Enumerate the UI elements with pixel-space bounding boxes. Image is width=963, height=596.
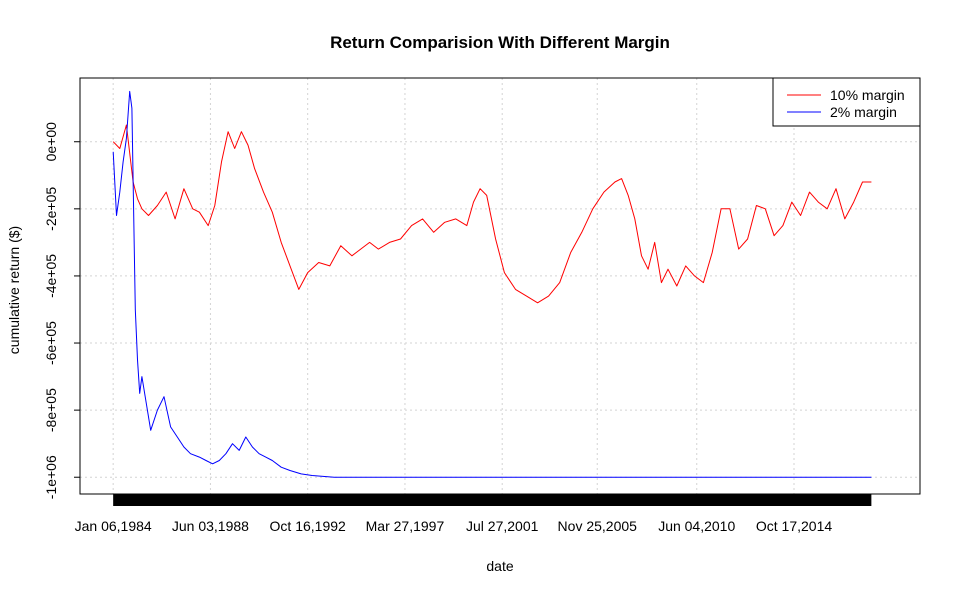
x-tick-label: Oct 17,2014 (756, 518, 832, 534)
legend-label-10-margin: 10% margin (830, 87, 905, 103)
x-tick-label: Nov 25,2005 (558, 518, 638, 534)
y-tick-label: -2e+05 (43, 187, 59, 231)
y-tick-label: 0e+00 (43, 122, 59, 162)
chart-title: Return Comparision With Different Margin (330, 33, 670, 52)
x-tick-label: Mar 27,1997 (366, 518, 445, 534)
y-tick-label: -8e+05 (43, 388, 59, 432)
y-tick-labels: -1e+06 -8e+05 -6e+05 -4e+05 -2e+05 0e+00 (43, 122, 59, 499)
x-tick-label: Jun 04,2010 (658, 518, 735, 534)
legend-box (772, 77, 921, 127)
x-tick-band (113, 494, 872, 506)
tick-marks (74, 141, 872, 506)
x-tick-label: Jan 06,1984 (75, 518, 152, 534)
y-tick-label: -6e+05 (43, 321, 59, 365)
plot-frame (79, 77, 921, 495)
y-axis-label: cumulative return ($) (6, 226, 22, 354)
series-line-2-margin (112, 90, 872, 478)
y-tick-label: -1e+06 (43, 455, 59, 499)
series-line-10-margin (112, 124, 872, 304)
series-group (112, 90, 872, 478)
y-tick-label: -4e+05 (43, 254, 59, 298)
x-tick-label: Oct 16,1992 (270, 518, 346, 534)
x-tick-label: Jul 27,2001 (466, 518, 539, 534)
legend: 10% margin 2% margin (772, 77, 921, 127)
grid (80, 78, 920, 494)
x-tick-labels: Jan 06,1984 Jun 03,1988 Oct 16,1992 Mar 27,… (75, 518, 833, 534)
legend-label-2-margin: 2% margin (830, 104, 897, 120)
x-axis-label: date (486, 558, 513, 574)
x-tick-label: Jun 03,1988 (172, 518, 249, 534)
